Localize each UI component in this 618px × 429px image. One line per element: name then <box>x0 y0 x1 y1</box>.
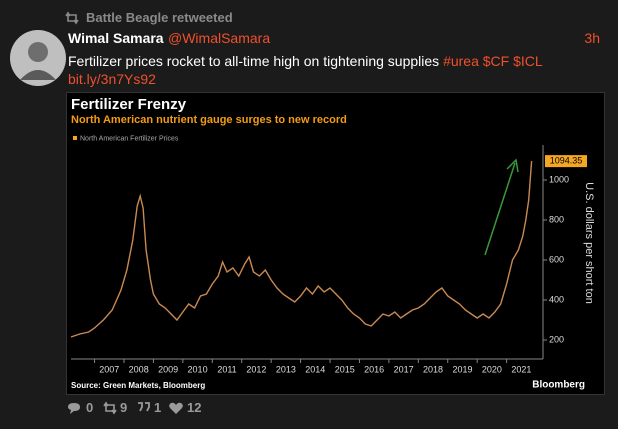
x-tick-label: 2020 <box>482 364 502 374</box>
x-tick-label: 2010 <box>188 364 208 374</box>
like-count: 12 <box>187 400 202 415</box>
retweet-header: Battle Beagle retweeted <box>86 10 233 25</box>
author-name[interactable]: Wimal Samara <box>68 30 164 46</box>
x-tick-label: 2015 <box>335 364 355 374</box>
avatar[interactable] <box>10 30 66 86</box>
y-tick-label: 200 <box>549 334 564 344</box>
tweet-text: Fertilizer prices rocket to all-time hig… <box>68 52 588 88</box>
chart-background <box>67 93 604 394</box>
reply-icon[interactable] <box>66 401 82 415</box>
like-icon[interactable] <box>168 401 184 415</box>
series-line <box>70 161 533 338</box>
chart-source: Source: Green Markets, Bloomberg <box>71 381 205 390</box>
y-axis-label: U.S. dollars per short ton <box>583 182 595 304</box>
y-tick-label: 600 <box>549 254 564 264</box>
tweet-time[interactable]: 3h <box>584 30 600 46</box>
author-handle[interactable]: @WimalSamara <box>168 30 271 46</box>
x-tick-label: 2016 <box>364 364 384 374</box>
x-tick-label: 2017 <box>394 364 414 374</box>
y-tick-label: 400 <box>549 294 564 304</box>
x-tick-label: 2011 <box>217 364 236 374</box>
chart-subtitle: North American nutrient gauge surges to … <box>71 114 347 126</box>
x-tick-label: 2008 <box>129 364 149 374</box>
quote-icon[interactable] <box>136 401 152 415</box>
y-tick-label: 1000 <box>549 174 569 184</box>
x-tick-label: 2009 <box>158 364 178 374</box>
hashtag[interactable]: #urea <box>443 53 479 69</box>
chart-image[interactable]: Fertilizer Frenzy North American nutrien… <box>66 92 605 395</box>
legend-swatch <box>73 136 77 140</box>
retweet-count: 9 <box>120 400 128 415</box>
trend-arrow <box>484 158 519 256</box>
x-tick-label: 2012 <box>246 364 266 374</box>
retweet-icon <box>65 11 79 25</box>
x-tick-label: 2019 <box>452 364 472 374</box>
reply-count: 0 <box>86 400 94 415</box>
last-value-label: 1094.35 <box>550 156 583 166</box>
tweet-body: Fertilizer prices rocket to all-time hig… <box>68 53 440 69</box>
chart-title: Fertilizer Frenzy <box>71 96 187 113</box>
brand: Bloomberg <box>532 380 585 391</box>
x-tick-label: 2021 <box>511 364 531 374</box>
y-tick-label: 800 <box>549 214 564 224</box>
x-tick-label: 2014 <box>305 364 325 374</box>
hashtag[interactable]: $ICL <box>513 53 543 69</box>
x-tick-label: 2013 <box>276 364 296 374</box>
last-value-box <box>545 155 587 168</box>
tweet-link[interactable]: bit.ly/3n7Ys92 <box>68 71 156 87</box>
x-tick-label: 2018 <box>423 364 443 374</box>
x-tick-label: 2007 <box>99 364 119 374</box>
retweet-button[interactable] <box>102 401 118 415</box>
legend-label: North American Fertilizer Prices <box>80 135 179 142</box>
quote-count: 1 <box>154 400 162 415</box>
hashtag[interactable]: $CF <box>482 53 510 69</box>
